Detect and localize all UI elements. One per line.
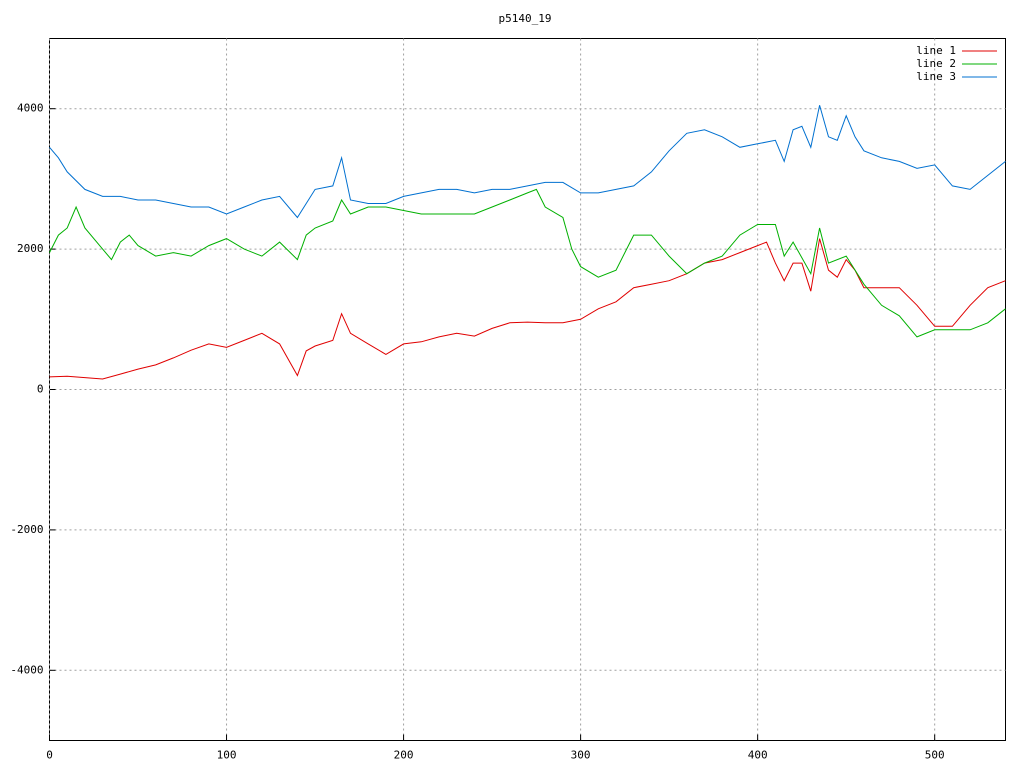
- x-tick-label: 100: [217, 749, 237, 762]
- data-line: [49, 188, 1006, 338]
- data-line: [49, 105, 1006, 219]
- y-tick-label: -4000: [10, 663, 43, 676]
- data-line: [49, 238, 1006, 380]
- x-tick-label: 400: [748, 749, 768, 762]
- x-tick-label: 300: [571, 749, 591, 762]
- y-tick-label: 4000: [17, 102, 44, 115]
- legend-label: line 2: [916, 57, 956, 70]
- legend-label: line 3: [916, 70, 956, 83]
- x-tick-label: 500: [925, 749, 945, 762]
- x-tick-label: 200: [394, 749, 414, 762]
- x-tick-label: 0: [46, 749, 53, 762]
- chart-title: p5140_19: [499, 12, 552, 25]
- y-tick-label: 0: [37, 383, 44, 396]
- y-tick-label: -2000: [10, 523, 43, 536]
- legend-label: line 1: [916, 44, 956, 57]
- plot-frame: [49, 38, 1006, 741]
- y-tick-label: 2000: [17, 242, 44, 255]
